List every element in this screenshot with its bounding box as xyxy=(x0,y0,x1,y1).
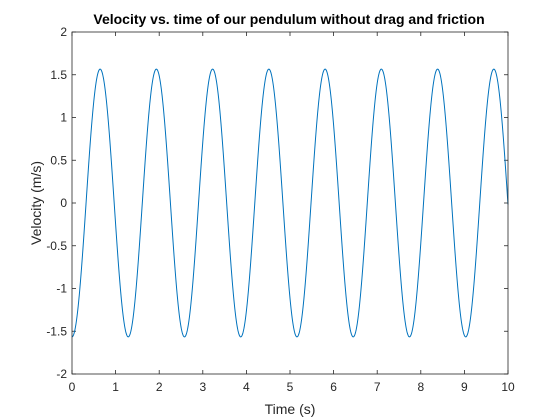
x-axis-label: Time (s) xyxy=(265,401,316,417)
x-tick-label: 6 xyxy=(330,380,337,394)
y-tick-label: -1 xyxy=(56,282,67,296)
y-tick-label: -2 xyxy=(56,367,67,381)
y-tick-label: 0 xyxy=(60,196,67,210)
x-tick-label: 1 xyxy=(112,380,119,394)
x-tick-label: 5 xyxy=(287,380,294,394)
y-tick-label: 1 xyxy=(60,111,67,125)
x-tick-label: 7 xyxy=(374,380,381,394)
y-tick-label: 0.5 xyxy=(50,153,67,167)
x-tick-label: 8 xyxy=(417,380,424,394)
y-tick-label: 2 xyxy=(60,25,67,39)
y-tick-label: 1.5 xyxy=(50,68,67,82)
x-tick-label: 0 xyxy=(69,380,76,394)
x-tick-label: 10 xyxy=(501,380,515,394)
ticks-layer: 0 1 2 3 4 5 6 7 8 9 10 -2 -1.5 -1 -0.5 0 0.5 1 1.5 2 xyxy=(46,25,515,394)
velocity-line xyxy=(71,68,509,338)
axes-box xyxy=(71,31,509,375)
chart-title: Velocity vs. time of our pendulum withou… xyxy=(93,11,484,27)
y-tick-label: -0.5 xyxy=(46,239,67,253)
x-tick-label: 3 xyxy=(199,380,206,394)
x-tick-label: 2 xyxy=(156,380,163,394)
y-tick-label: -1.5 xyxy=(46,324,67,338)
y-axis-label: Velocity (m/s) xyxy=(28,161,44,245)
plot-area xyxy=(72,32,508,374)
x-tick-label: 9 xyxy=(461,380,468,394)
x-tick-label: 4 xyxy=(243,380,250,394)
